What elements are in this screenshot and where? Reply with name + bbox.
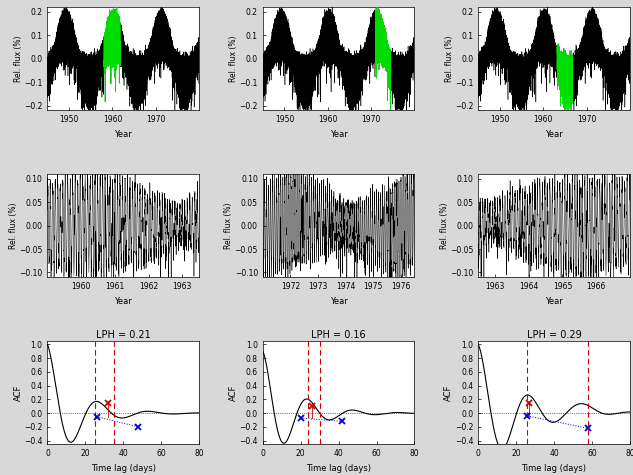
- X-axis label: Time lag (days): Time lag (days): [306, 464, 371, 473]
- Y-axis label: Rel. flux (%): Rel. flux (%): [229, 36, 238, 82]
- Y-axis label: Rel. flux (%): Rel. flux (%): [444, 36, 454, 82]
- Title: LPH = 0.16: LPH = 0.16: [311, 330, 366, 340]
- X-axis label: Year: Year: [545, 296, 563, 305]
- Y-axis label: Rel. flux (%): Rel. flux (%): [224, 202, 233, 249]
- X-axis label: Time lag (days): Time lag (days): [522, 464, 587, 473]
- X-axis label: Year: Year: [330, 296, 348, 305]
- Y-axis label: Rel. flux (%): Rel. flux (%): [439, 202, 449, 249]
- Title: LPH = 0.21: LPH = 0.21: [96, 330, 151, 340]
- Y-axis label: ACF: ACF: [14, 384, 23, 401]
- Y-axis label: Rel. flux (%): Rel. flux (%): [14, 36, 23, 82]
- Y-axis label: ACF: ACF: [444, 384, 453, 401]
- Y-axis label: ACF: ACF: [229, 384, 238, 401]
- X-axis label: Year: Year: [115, 130, 132, 139]
- X-axis label: Year: Year: [330, 130, 348, 139]
- Title: LPH = 0.29: LPH = 0.29: [527, 330, 581, 340]
- X-axis label: Year: Year: [115, 296, 132, 305]
- X-axis label: Year: Year: [545, 130, 563, 139]
- Y-axis label: Rel. flux (%): Rel. flux (%): [9, 202, 18, 249]
- X-axis label: Time lag (days): Time lag (days): [91, 464, 156, 473]
